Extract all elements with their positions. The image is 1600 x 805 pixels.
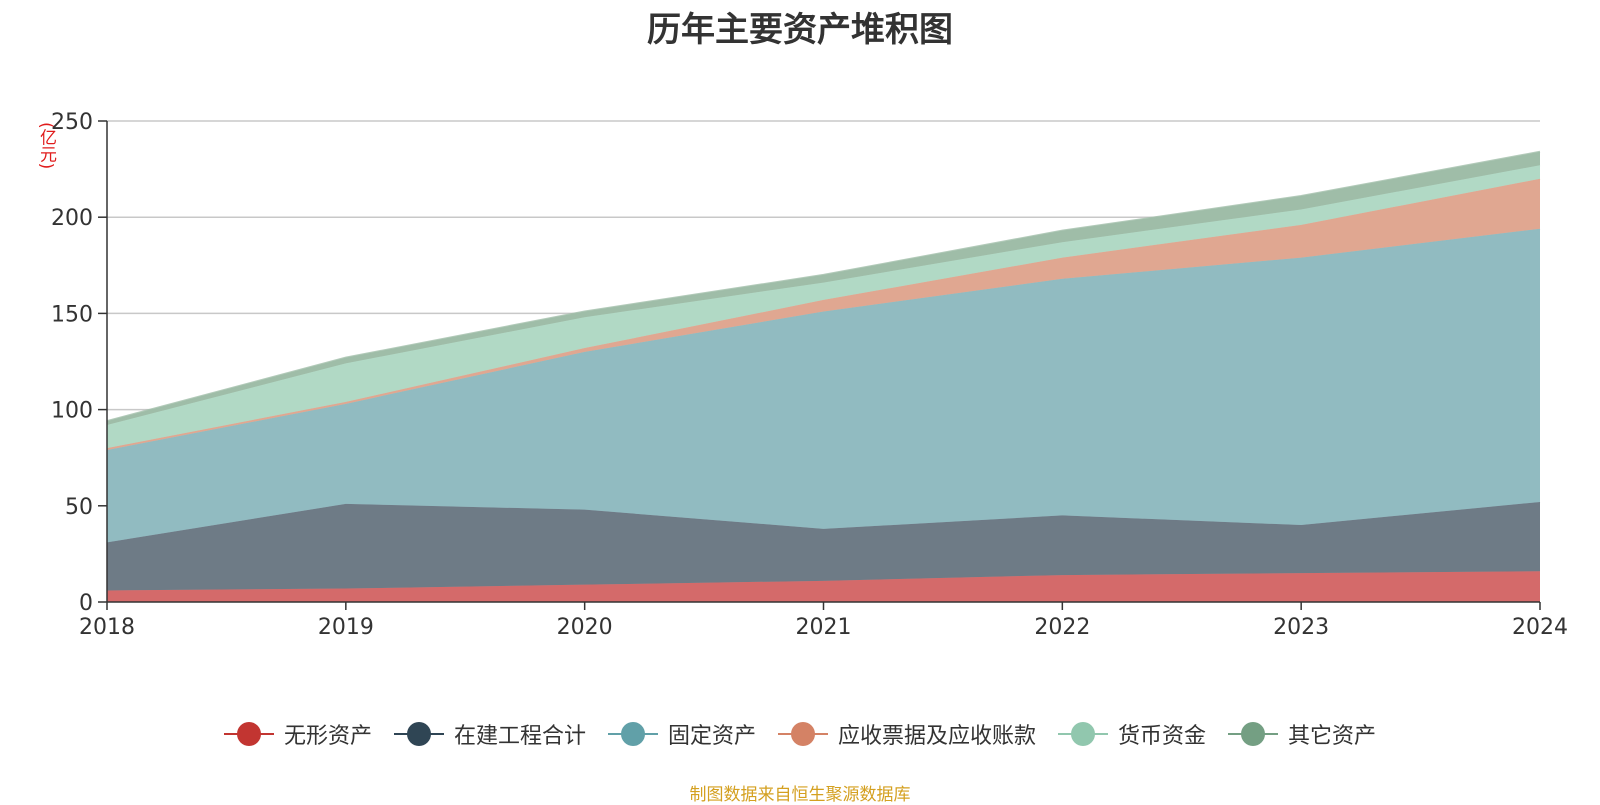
legend: 无形资产 在建工程合计 固定资产 应收票据及应收账款 货币资金 其它资产 [0, 718, 1600, 750]
tick-labels: 0 50 100 150 200 250 2018 2019 2020 2021 2022 2023 2… [51, 110, 1568, 640]
legend-label: 固定资产 [667, 724, 756, 749]
x-tick-label: 2021 [796, 615, 852, 640]
legend-item[interactable]: 其它资产 [1228, 718, 1376, 750]
legend-label: 应收票据及应收账款 [838, 724, 1037, 749]
legend-label: 无形资产 [283, 724, 372, 749]
legend-label: 在建工程合计 [453, 724, 586, 749]
stacked-area-chart: 0 50 100 150 200 250 2018 2019 2020 2021 2022 2023 2… [51, 110, 1568, 640]
legend-label: 货币资金 [1118, 724, 1207, 749]
legend-marker-icon [607, 722, 658, 746]
legend-item[interactable]: 固定资产 [607, 718, 756, 750]
x-tick-label: 2023 [1273, 615, 1329, 640]
axes [98, 120, 1541, 610]
area-series-6 [107, 151, 1540, 425]
series-line-6 [106, 150, 1541, 423]
legend-item[interactable]: 无形资产 [223, 718, 372, 750]
legend-marker-icon [1058, 722, 1109, 746]
y-tick-label: 0 [79, 591, 93, 616]
x-tick-label: 2020 [557, 615, 613, 640]
y-tick-label: 50 [65, 495, 93, 520]
x-tick-label: 2022 [1034, 615, 1090, 640]
x-tick-label: 2019 [318, 615, 374, 640]
legend-marker-icon [223, 722, 274, 746]
y-tick-label: 150 [51, 302, 93, 327]
legend-marker-icon [1228, 722, 1279, 746]
legend-item[interactable]: 在建工程合计 [393, 718, 586, 750]
y-axis-unit-label: (亿元) [36, 122, 56, 170]
source-note: 制图数据来自恒生聚源数据库 [689, 785, 911, 805]
area-series-2 [107, 501, 1540, 591]
area-series [106, 150, 1541, 602]
area-series-5 [107, 165, 1540, 449]
x-tick-label: 2018 [79, 615, 135, 640]
x-tick-label: 2024 [1512, 615, 1568, 640]
chart-title: 历年主要资产堆积图 [647, 10, 953, 50]
legend-item[interactable]: 应收票据及应收账款 [778, 718, 1036, 750]
legend-item[interactable]: 货币资金 [1058, 718, 1206, 750]
y-tick-label: 100 [51, 399, 93, 424]
area-series-3 [107, 228, 1540, 543]
area-series-1 [107, 571, 1540, 602]
y-tick-label: 250 [51, 110, 93, 135]
legend-marker-icon [778, 722, 828, 746]
area-series-4 [107, 178, 1540, 451]
legend-label: 其它资产 [1288, 724, 1377, 749]
legend-marker-icon [393, 722, 444, 746]
y-tick-label: 200 [51, 206, 93, 231]
